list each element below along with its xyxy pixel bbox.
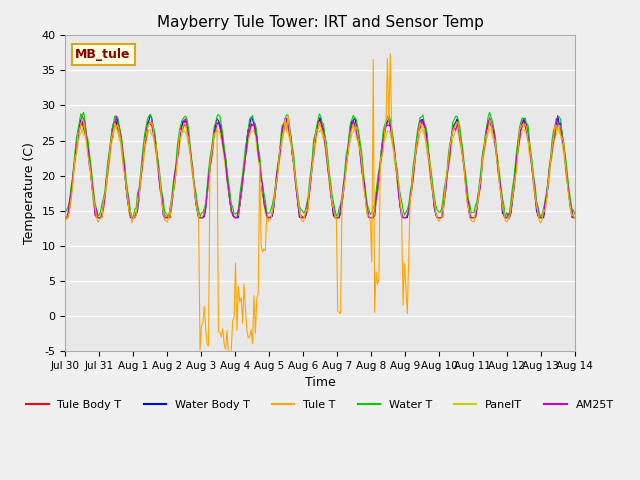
Title: Mayberry Tule Tower: IRT and Sensor Temp: Mayberry Tule Tower: IRT and Sensor Temp [157,15,483,30]
Y-axis label: Temperature (C): Temperature (C) [23,142,36,244]
X-axis label: Time: Time [305,376,335,389]
Text: MB_tule: MB_tule [76,48,131,61]
Legend: Tule Body T, Water Body T, Tule T, Water T, PanelT, AM25T: Tule Body T, Water Body T, Tule T, Water… [22,396,618,415]
